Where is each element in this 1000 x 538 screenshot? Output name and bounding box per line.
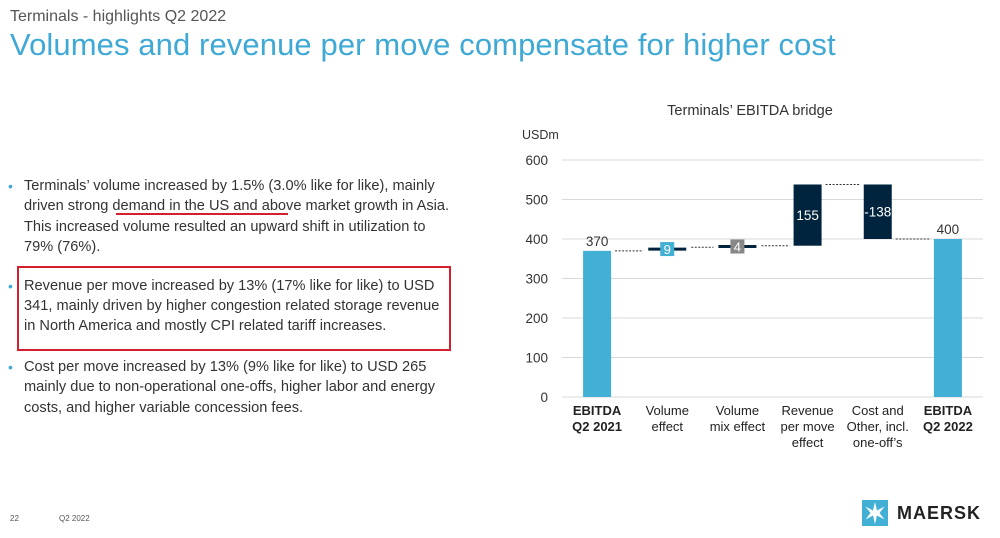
data-label: -138 bbox=[864, 205, 891, 220]
y-tick-label: 100 bbox=[525, 351, 548, 366]
bar bbox=[583, 250, 612, 397]
category-label: EBITDA bbox=[924, 403, 973, 418]
y-tick-label: 600 bbox=[525, 153, 548, 168]
category-label: EBITDA bbox=[573, 403, 622, 418]
y-axis-label: USDm bbox=[522, 128, 559, 142]
chart-title: Terminals’ EBITDA bridge bbox=[667, 103, 833, 119]
category-label: one-off’s bbox=[853, 435, 903, 450]
category-label: mix effect bbox=[710, 419, 766, 434]
y-tick-label: 400 bbox=[525, 232, 548, 247]
maersk-logo: MAERSK bbox=[862, 500, 981, 526]
data-label: 370 bbox=[586, 234, 609, 249]
y-tick-label: 300 bbox=[525, 272, 548, 287]
bar bbox=[660, 242, 675, 257]
y-tick-label: 200 bbox=[525, 311, 548, 326]
category-label: Volume bbox=[646, 403, 689, 418]
data-label: 400 bbox=[937, 222, 960, 237]
category-label: Volume bbox=[716, 403, 759, 418]
category-label: Q2 2022 bbox=[923, 419, 973, 434]
category-label: Cost and bbox=[852, 403, 904, 418]
y-tick-label: 0 bbox=[540, 390, 548, 405]
bullet-revenue: Revenue per move increased by 13% (17% l… bbox=[8, 276, 453, 337]
highlight-box bbox=[17, 266, 451, 351]
data-label: 155 bbox=[796, 208, 819, 223]
category-label: per move bbox=[780, 419, 834, 434]
logo-text: MAERSK bbox=[897, 502, 982, 523]
y-tick-label: 500 bbox=[525, 193, 548, 208]
highlight-underline bbox=[116, 213, 288, 215]
category-label: Other, incl. bbox=[847, 419, 909, 434]
footer-period: Q2 2022 bbox=[59, 514, 90, 523]
category-label: effect bbox=[651, 419, 683, 434]
bullet-list: Terminals’ volume increased by 1.5% (3.0… bbox=[8, 176, 453, 418]
page-number: 22 bbox=[10, 514, 19, 523]
bar bbox=[730, 239, 745, 254]
category-label: effect bbox=[792, 435, 824, 450]
category-label: Revenue bbox=[782, 403, 834, 418]
bar bbox=[863, 184, 892, 239]
data-label: 9 bbox=[664, 242, 671, 257]
star-icon bbox=[862, 500, 888, 526]
bullet-volume: Terminals’ volume increased by 1.5% (3.0… bbox=[8, 176, 453, 258]
bar bbox=[933, 239, 962, 397]
bullet-cost: Cost per move increased by 13% (9% like … bbox=[8, 357, 453, 418]
supertitle: Terminals - highlights Q2 2022 bbox=[10, 8, 227, 25]
data-label: 4 bbox=[734, 240, 741, 255]
page-title: Volumes and revenue per move compensate … bbox=[10, 27, 836, 62]
category-label: Q2 2021 bbox=[572, 419, 622, 434]
bar bbox=[793, 184, 822, 246]
